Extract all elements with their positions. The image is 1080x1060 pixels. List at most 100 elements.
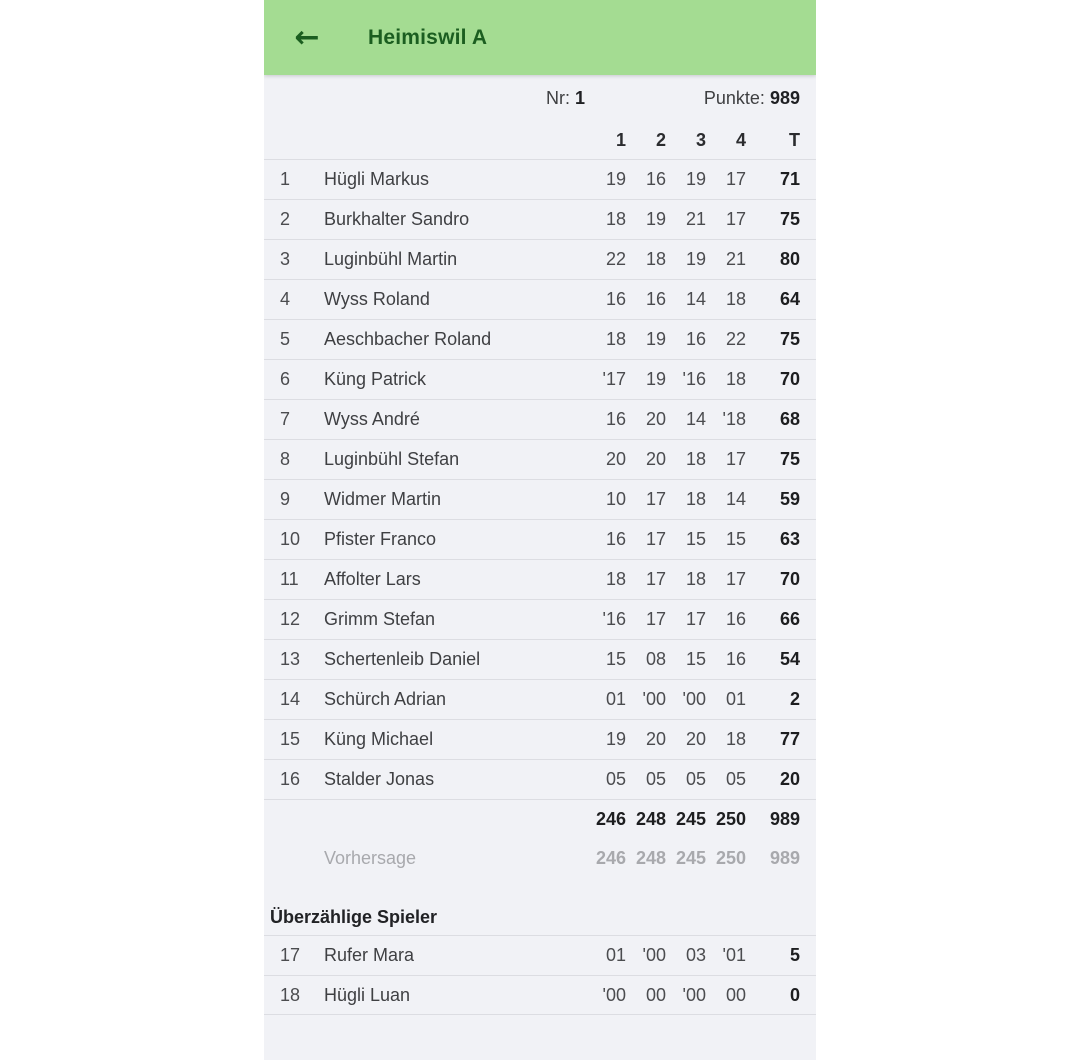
player-row[interactable]: 15 Küng Michael 19 20 20 18 77	[264, 719, 816, 759]
score-round-2: 17	[645, 569, 666, 589]
player-name: Rufer Mara	[324, 945, 415, 965]
score-round-4: 18	[725, 289, 746, 309]
score-round-2: 16	[645, 289, 666, 309]
player-row[interactable]: 2 Burkhalter Sandro 18 19 21 17 75	[264, 199, 816, 239]
player-position: 4	[280, 289, 291, 309]
player-row[interactable]: 17 Rufer Mara 01 '00 03 '01 5	[264, 935, 816, 975]
score-total: 75	[779, 449, 800, 469]
player-name: Schürch Adrian	[324, 689, 447, 709]
player-row[interactable]: 13 Schertenleib Daniel 15 08 15 16 54	[264, 639, 816, 679]
total-round-3: 245	[675, 809, 706, 829]
punkte-value: 989	[769, 88, 800, 108]
player-position: 18	[280, 984, 301, 1005]
player-name: Pfister Franco	[324, 529, 437, 549]
score-round-1: '16	[602, 609, 626, 629]
score-total: 63	[779, 529, 800, 549]
score-round-4: '01	[722, 945, 746, 965]
player-position: 8	[280, 449, 291, 469]
player-position: 12	[280, 609, 301, 629]
score-round-3: '16	[682, 369, 706, 389]
player-row[interactable]: 7 Wyss André 16 20 14 '18 68	[264, 399, 816, 439]
score-round-4: 17	[725, 169, 746, 189]
player-position: 17	[280, 945, 301, 965]
player-name: Wyss Roland	[324, 289, 430, 309]
score-total: 0	[789, 984, 800, 1005]
col-header-3: 3	[695, 130, 706, 150]
player-row[interactable]: 5 Aeschbacher Roland 18 19 16 22 75	[264, 319, 816, 359]
score-round-3: 20	[685, 729, 706, 749]
score-round-4: '18	[722, 409, 746, 429]
score-round-4: 16	[725, 649, 746, 669]
score-round-1: '17	[602, 369, 626, 389]
page-title: Heimiswil A	[368, 25, 488, 49]
score-round-1: 18	[605, 329, 626, 349]
score-round-3: '00	[682, 689, 706, 709]
score-total: 70	[779, 369, 800, 389]
forecast-round-4: 250	[715, 847, 746, 868]
score-round-2: 20	[645, 729, 666, 749]
total-round-4: 250	[715, 809, 746, 829]
player-row[interactable]: 14 Schürch Adrian 01 '00 '00 01 2	[264, 679, 816, 719]
score-round-2: 08	[645, 649, 666, 669]
player-row[interactable]: 4 Wyss Roland 16 16 14 18 64	[264, 279, 816, 319]
score-round-4: 18	[725, 729, 746, 749]
score-round-3: 18	[685, 569, 706, 589]
score-round-4: 21	[725, 249, 746, 269]
score-round-3: 16	[685, 329, 706, 349]
score-round-3: 19	[685, 249, 706, 269]
player-row[interactable]: 18 Hügli Luan '00 00 '00 00 0	[264, 975, 816, 1015]
score-round-2: 20	[645, 409, 666, 429]
player-row[interactable]: 8 Luginbühl Stefan 20 20 18 17 75	[264, 439, 816, 479]
back-arrow-icon: ←	[294, 19, 320, 55]
score-total: 70	[779, 569, 800, 589]
back-button[interactable]: ←	[290, 18, 324, 58]
score-round-4: 01	[725, 689, 746, 709]
player-row[interactable]: 10 Pfister Franco 16 17 15 15 63	[264, 519, 816, 559]
meta-row: Nr: 1 Punkte: 989	[264, 75, 816, 122]
player-row[interactable]: 9 Widmer Martin 10 17 18 14 59	[264, 479, 816, 519]
score-round-3: '00	[682, 984, 706, 1005]
score-round-2: 17	[645, 609, 666, 629]
player-name: Affolter Lars	[324, 569, 421, 589]
player-position: 11	[280, 569, 299, 589]
total-round-1: 246	[595, 809, 626, 829]
score-round-3: 18	[685, 489, 706, 509]
player-name: Schertenleib Daniel	[324, 649, 481, 669]
player-name: Hügli Markus	[324, 169, 430, 189]
score-round-2: 18	[645, 249, 666, 269]
points-summary: Punkte: 989	[704, 88, 800, 109]
player-position: 3	[280, 249, 291, 269]
player-row[interactable]: 6 Küng Patrick '17 19 '16 18 70	[264, 359, 816, 399]
score-total: 75	[779, 329, 800, 349]
player-name: Aeschbacher Roland	[324, 329, 492, 349]
score-total: 54	[779, 649, 800, 669]
score-round-4: 15	[725, 529, 746, 549]
forecast-row: Vorhersage 246 248 245 250 989	[264, 839, 816, 877]
player-row[interactable]: 16 Stalder Jonas 05 05 05 05 20	[264, 759, 816, 799]
team-totals-row: 246 248 245 250 989	[264, 799, 816, 839]
player-name: Burkhalter Sandro	[324, 209, 470, 229]
surplus-players-heading: Überzählige Spieler	[270, 907, 438, 927]
player-position: 16	[280, 769, 301, 789]
player-row[interactable]: 11 Affolter Lars 18 17 18 17 70	[264, 559, 816, 599]
player-position: 14	[280, 689, 301, 709]
score-round-3: 15	[685, 529, 706, 549]
player-name: Grimm Stefan	[324, 609, 436, 629]
score-round-2: '00	[642, 945, 666, 965]
score-total: 59	[779, 489, 800, 509]
score-total: 2	[789, 689, 800, 709]
score-round-4: 17	[725, 569, 746, 589]
score-total: 75	[779, 209, 800, 229]
score-round-1: 01	[605, 689, 626, 709]
score-round-4: 14	[725, 489, 746, 509]
player-row[interactable]: 3 Luginbühl Martin 22 18 19 21 80	[264, 239, 816, 279]
player-row[interactable]: 12 Grimm Stefan '16 17 17 16 66	[264, 599, 816, 639]
score-round-4: 17	[725, 449, 746, 469]
round-number: Nr: 1	[546, 88, 585, 109]
score-total: 5	[789, 945, 800, 965]
player-name: Küng Patrick	[324, 369, 427, 389]
score-total: 77	[779, 729, 800, 749]
forecast-round-1: 246	[595, 847, 626, 868]
player-row[interactable]: 1 Hügli Markus 19 16 19 17 71	[264, 159, 816, 199]
player-position: 2	[280, 209, 291, 229]
